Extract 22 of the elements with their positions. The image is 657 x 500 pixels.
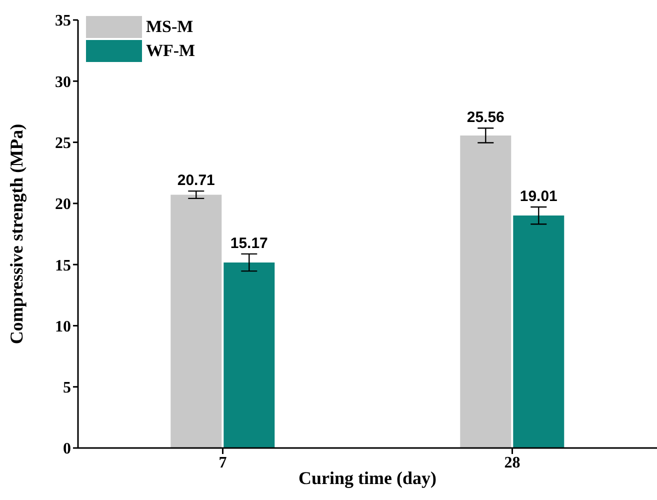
y-tick-label: 15 <box>55 257 71 274</box>
x-tick-label: 28 <box>504 454 520 472</box>
y-tick-label: 0 <box>63 440 71 458</box>
y-tick-label: 30 <box>55 74 71 91</box>
y-tick-label: 25 <box>55 134 71 152</box>
data-label: 19.01 <box>520 188 558 205</box>
legend-label: WF-M <box>146 41 196 61</box>
x-axis-title: Curing time (day) <box>298 468 436 488</box>
y-tick-label: 5 <box>63 380 71 397</box>
y-tick-label: 20 <box>55 196 71 214</box>
y-tick-label: 10 <box>55 318 71 336</box>
data-label: 25.56 <box>466 109 504 126</box>
data-label: 20.71 <box>177 172 215 190</box>
bar <box>460 135 512 448</box>
bar <box>170 194 222 448</box>
bar <box>224 262 275 448</box>
bar <box>513 216 564 448</box>
x-tick-label: 7 <box>218 454 227 472</box>
y-axis-title: Compressive strength (MPa) <box>6 124 26 344</box>
data-label: 15.17 <box>230 234 268 252</box>
y-tick-label: 35 <box>55 12 71 30</box>
legend-label: MS-M <box>146 17 194 37</box>
